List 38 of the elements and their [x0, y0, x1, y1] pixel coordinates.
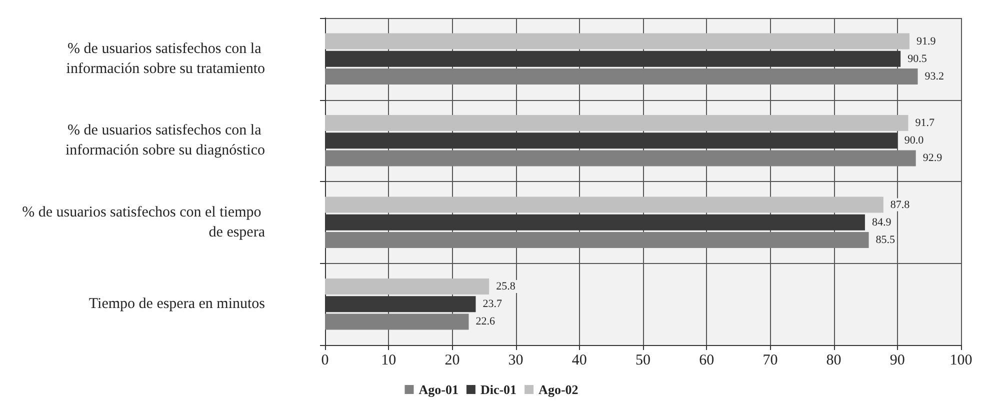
- data-label: 23.7: [482, 298, 502, 310]
- y-tick-label: % de usuarios satisfechos con la información sobre su diagnóstico: [65, 122, 265, 159]
- data-label: 91.9: [916, 35, 936, 48]
- data-label: 91.7: [915, 117, 935, 130]
- bar: [325, 314, 469, 330]
- legend-label: Ago-01: [418, 382, 458, 397]
- x-tick-label: 80: [826, 352, 842, 368]
- bar: [325, 115, 908, 132]
- x-tick-label: 90: [890, 352, 905, 368]
- data-label: 22.6: [476, 316, 496, 328]
- x-tick-label: 0: [321, 352, 329, 368]
- bar: [325, 196, 884, 213]
- bar: [325, 232, 869, 248]
- x-tick-label: 50: [636, 352, 650, 368]
- data-label: 90.5: [908, 52, 928, 65]
- x-tick-label: 40: [572, 352, 587, 368]
- x-tick-label: 30: [508, 352, 524, 368]
- bar: [325, 68, 918, 84]
- legend-label: Ago-02: [538, 382, 578, 397]
- bar: [325, 33, 910, 50]
- data-label: 84.9: [872, 216, 892, 228]
- data-label: 90.0: [904, 134, 924, 147]
- y-tick-label: Tiempo de espera en minutos: [88, 296, 266, 312]
- legend-label: Dic-01: [480, 382, 517, 397]
- x-tick-label: 70: [762, 352, 778, 368]
- data-label: 25.8: [496, 280, 516, 293]
- x-tick-label: 60: [699, 352, 714, 368]
- y-tick-label: % de usuarios satisfechos con la información sobre su tratamiento: [66, 40, 265, 77]
- x-tick-label: 20: [444, 352, 460, 368]
- y-tick-label: % de usuarios satisfechos con el tiempo de espera: [22, 204, 266, 240]
- data-label: 87.8: [890, 198, 910, 211]
- bar: [325, 150, 916, 166]
- x-tick-label: 10: [381, 352, 396, 368]
- data-label: 85.5: [876, 234, 896, 246]
- x-tick-label: 100: [950, 352, 972, 368]
- bar: [325, 278, 490, 295]
- data-label: 93.2: [924, 70, 944, 82]
- data-label: 92.9: [922, 152, 943, 164]
